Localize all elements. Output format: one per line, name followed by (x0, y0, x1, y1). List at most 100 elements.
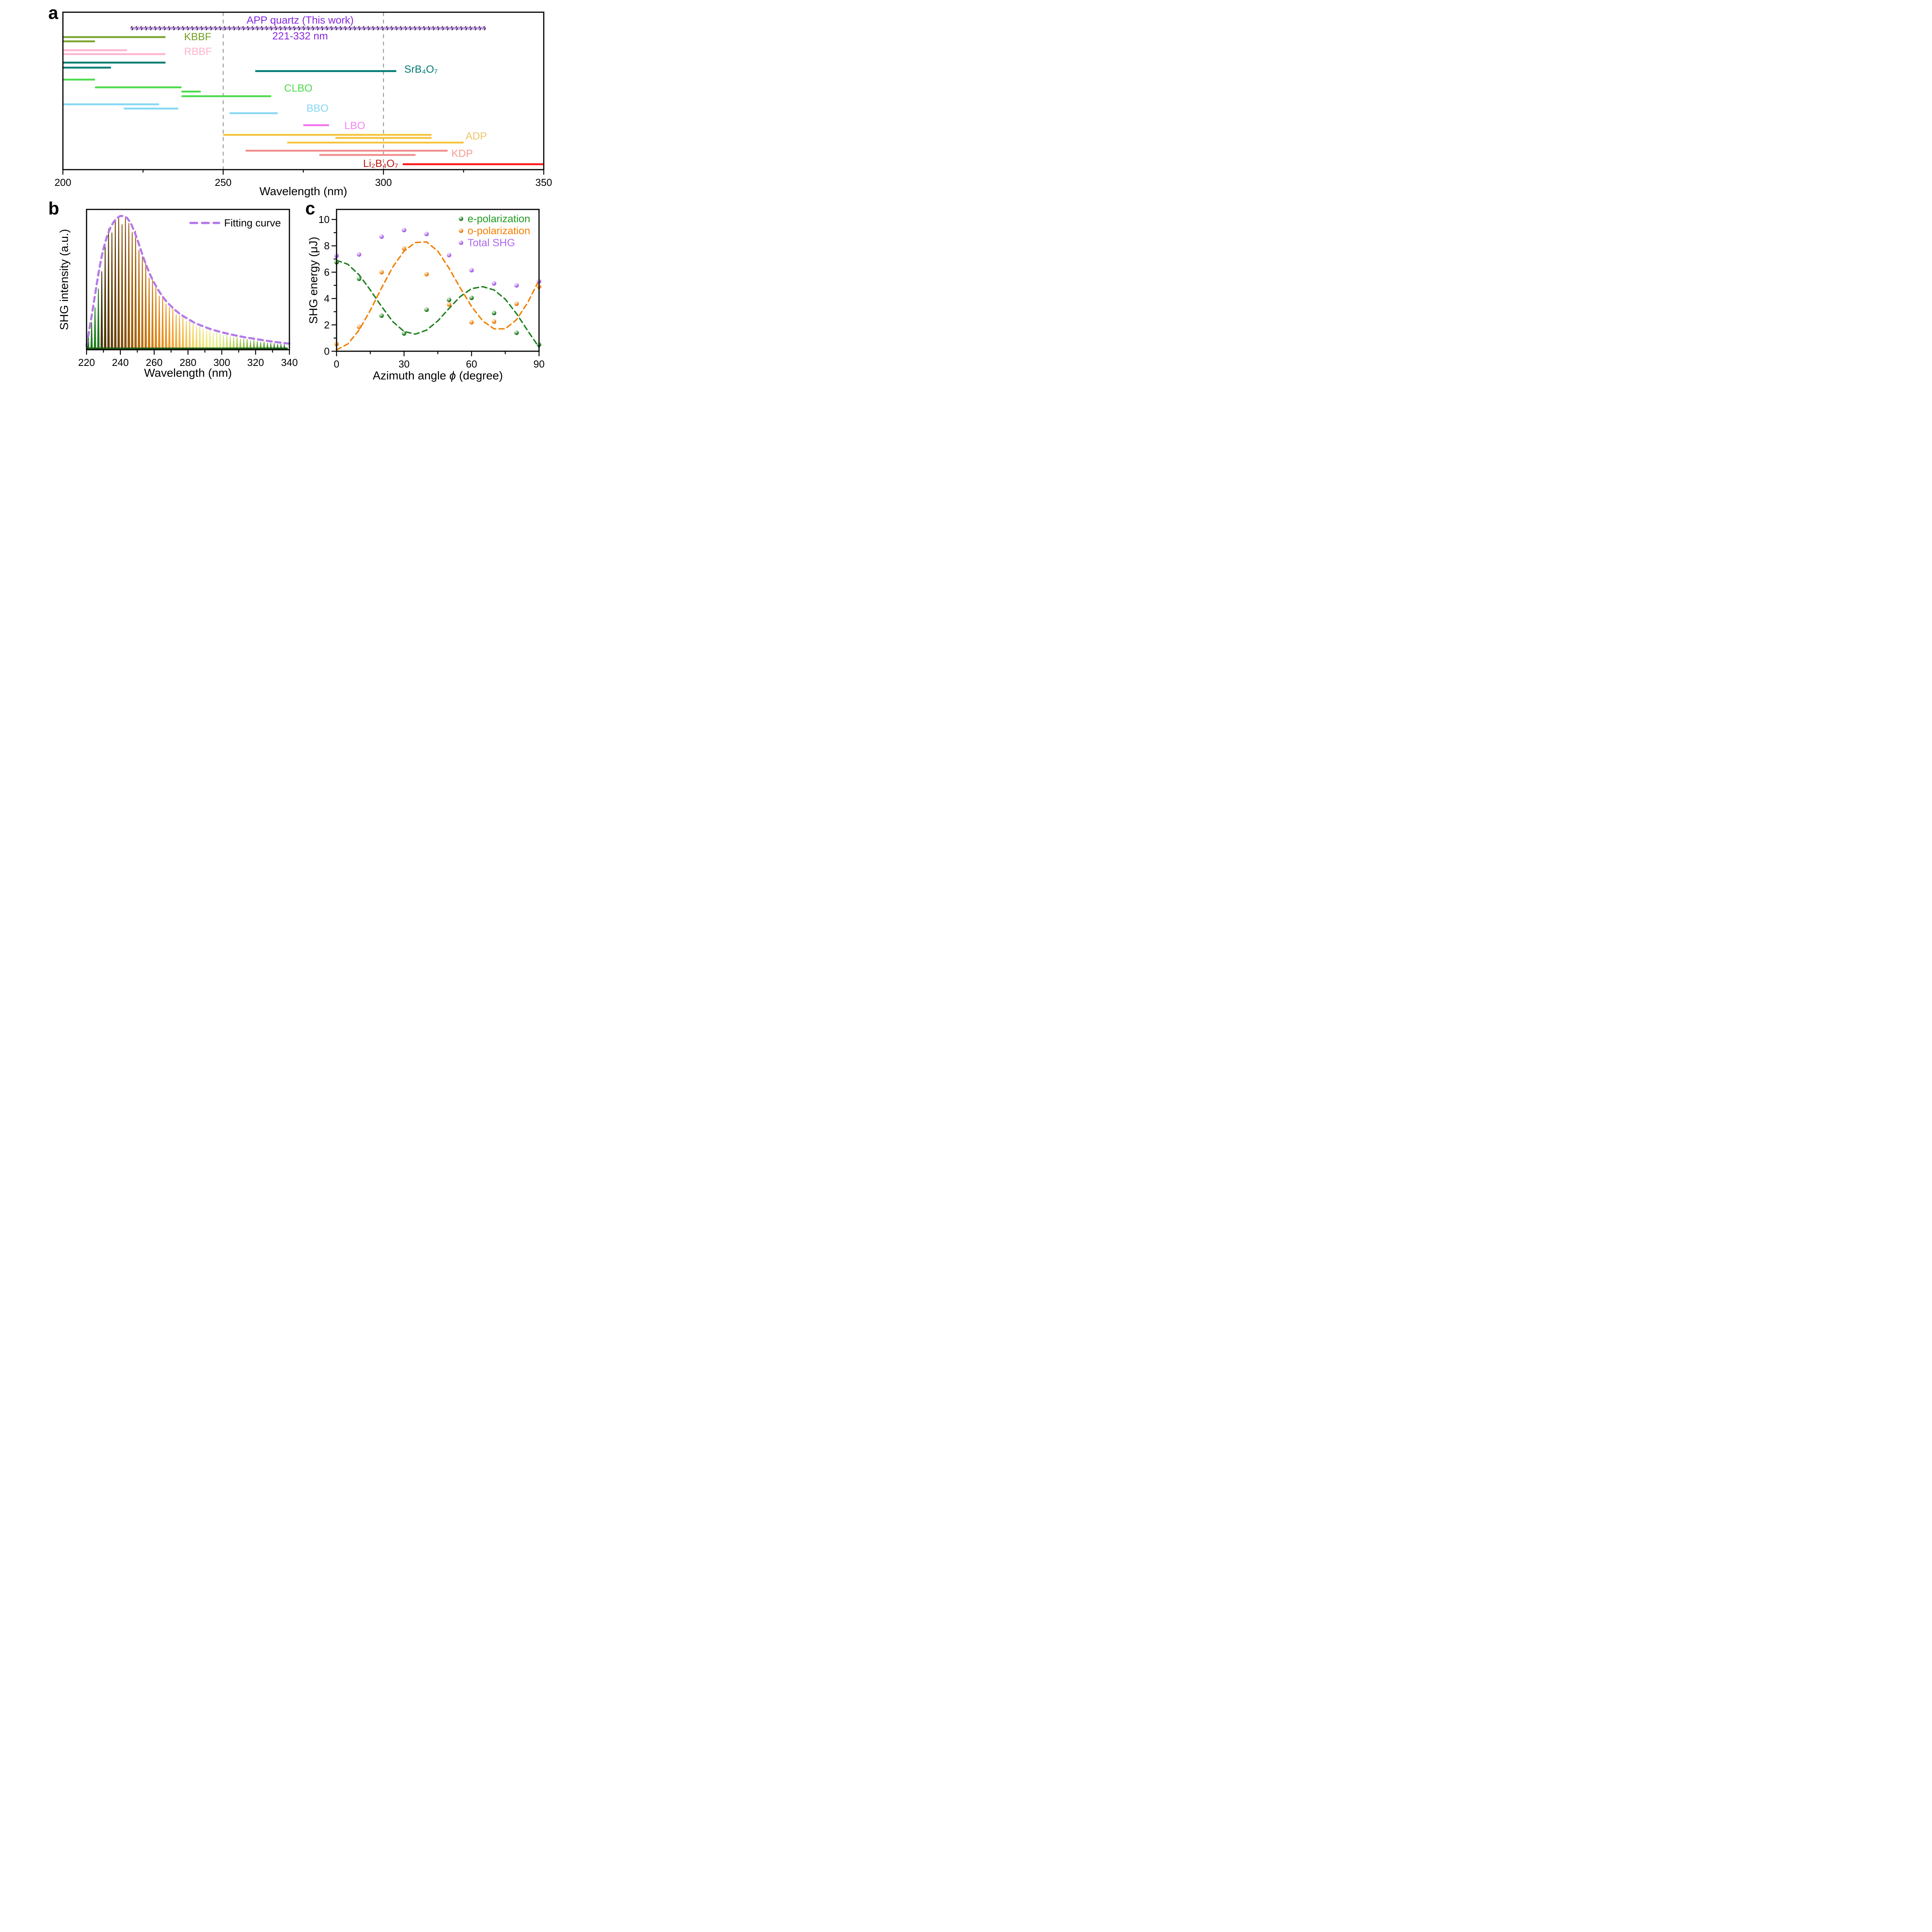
range-bar-kbbf (63, 36, 166, 38)
range-bar-kdp (319, 154, 416, 156)
point-e-polarization (492, 311, 497, 315)
tick-label: 0 (334, 358, 339, 370)
tick-label: 350 (536, 177, 552, 188)
material-labels: APP quartz (This work) 221-332 nm KBBF RBBF… (184, 14, 487, 169)
range-bar-clbo (181, 95, 272, 97)
legend-label: Fitting curve (224, 217, 281, 229)
spectrum-peak (165, 303, 167, 350)
hatch-overlay (130, 26, 486, 31)
point-total-shg (401, 228, 406, 233)
tick-label: 280 (180, 357, 196, 368)
tick-label: 8 (324, 240, 330, 252)
material-label: SrB₄O₇ (404, 63, 437, 75)
material-label: LBO (344, 120, 365, 131)
range-bar-bbo (63, 103, 159, 105)
spectrum-peak (131, 231, 134, 350)
range-bar-adp (335, 137, 432, 139)
spectrum-peak (151, 279, 154, 350)
spectrum-peak (215, 332, 218, 350)
spectrum-peak (172, 307, 174, 350)
tick-label: 0 (324, 345, 330, 357)
range-bar-srb4o7 (63, 66, 111, 69)
range-bar-bbo (124, 107, 179, 110)
range-bar-li2b4o7 (403, 163, 544, 165)
tick-label: 6 (324, 266, 330, 278)
spectrum-peak (124, 217, 127, 350)
fit-curve-o-polarization (336, 241, 540, 351)
spectrum-peak (141, 256, 144, 350)
legend-marker-e-polarization (459, 216, 463, 221)
range-bar-clbo (181, 90, 201, 93)
spectrum-peak (229, 336, 232, 350)
spectrum-baseline (87, 347, 288, 350)
spectrum-peak (155, 286, 157, 350)
material-label: RBBF (184, 46, 212, 57)
tick-label: 240 (112, 357, 129, 368)
spectrum-peak (168, 307, 171, 350)
spectrum-peak (246, 338, 248, 350)
point-total-shg (357, 252, 362, 257)
chart-a-wavelength-ranges: APP quartz (This work) 221-332 nm KBBF RBBF… (54, 12, 552, 198)
chart-c-azimuth-scatter: 0 30 60 90 0 2 4 6 8 10 Azimuth angle ϕ (degree) SH… (307, 209, 544, 382)
spectrum-peak (138, 249, 140, 350)
point-e-polarization (447, 298, 451, 302)
y-axis-title: SHG intensity (a.u.) (58, 229, 71, 330)
data-points (334, 228, 541, 347)
spectrum-peak (161, 295, 164, 350)
spectrum-peak (209, 329, 211, 350)
panel-letter-c: c (305, 198, 315, 218)
range-bar-srb4o7 (255, 70, 396, 72)
spectrum-peak (219, 333, 221, 350)
point-o-polarization (492, 319, 497, 324)
point-e-polarization (514, 330, 519, 335)
spectrum-peak (239, 338, 242, 350)
range-bar-clbo (95, 86, 182, 88)
tick-label: 10 (318, 214, 330, 225)
range-bar-kdp (245, 150, 448, 152)
point-total-shg (514, 283, 519, 288)
tick-label: 90 (534, 358, 545, 370)
legend: Fitting curve (189, 217, 281, 229)
spectrum-peak (256, 340, 259, 350)
spectrum-peaks (87, 217, 286, 350)
tick-label: 2 (324, 319, 330, 331)
material-label: KDP (451, 148, 473, 159)
point-total-shg (424, 231, 429, 236)
range-bar-bbo (230, 112, 278, 114)
figure-shg-panels: a b c APP quartz (This work) 221-332 nm KB… (0, 0, 573, 399)
point-e-polarization (357, 276, 362, 281)
point-o-polarization (447, 302, 451, 307)
point-total-shg (447, 253, 451, 257)
spectrum-peak (128, 223, 130, 350)
chart-b-shg-spectrum: 220 240 260 280 300 320 340 Wavelength (nm) SHG … (58, 209, 298, 379)
spectrum-peak (222, 335, 225, 350)
spectrum-peak (100, 270, 103, 350)
spectrum-peak (188, 320, 191, 350)
plot-frame (86, 209, 290, 350)
material-label: BBO (306, 102, 328, 114)
fit-curve-e-polarization (336, 259, 540, 348)
point-e-polarization (469, 296, 474, 300)
spectrum-peak (121, 224, 123, 350)
legend-label: e-polarization (468, 213, 530, 224)
fit-curves (336, 241, 540, 351)
tick-label: 300 (375, 177, 392, 188)
spectrum-peak (94, 307, 96, 350)
spectrum-peak (158, 295, 161, 350)
spectrum-peak (104, 246, 107, 350)
legend-label: o-polarization (468, 225, 530, 236)
tick-label: 340 (281, 357, 298, 368)
range-bar-kbbf (63, 40, 95, 43)
spectrum-peak (232, 337, 235, 350)
spectrum-peak (242, 338, 245, 350)
axes: 0 30 60 90 0 2 4 6 8 10 (318, 214, 544, 370)
spectrum-peak (114, 219, 117, 350)
range-bar-adp (223, 134, 432, 136)
point-total-shg (379, 234, 384, 239)
point-o-polarization (357, 325, 362, 329)
material-label: Li₂B₄O₇ (363, 158, 398, 169)
spectrum-peak (185, 321, 188, 350)
spectrum-peak (145, 262, 147, 350)
range-bar-adp (287, 141, 464, 144)
spectrum-peak (195, 326, 198, 350)
